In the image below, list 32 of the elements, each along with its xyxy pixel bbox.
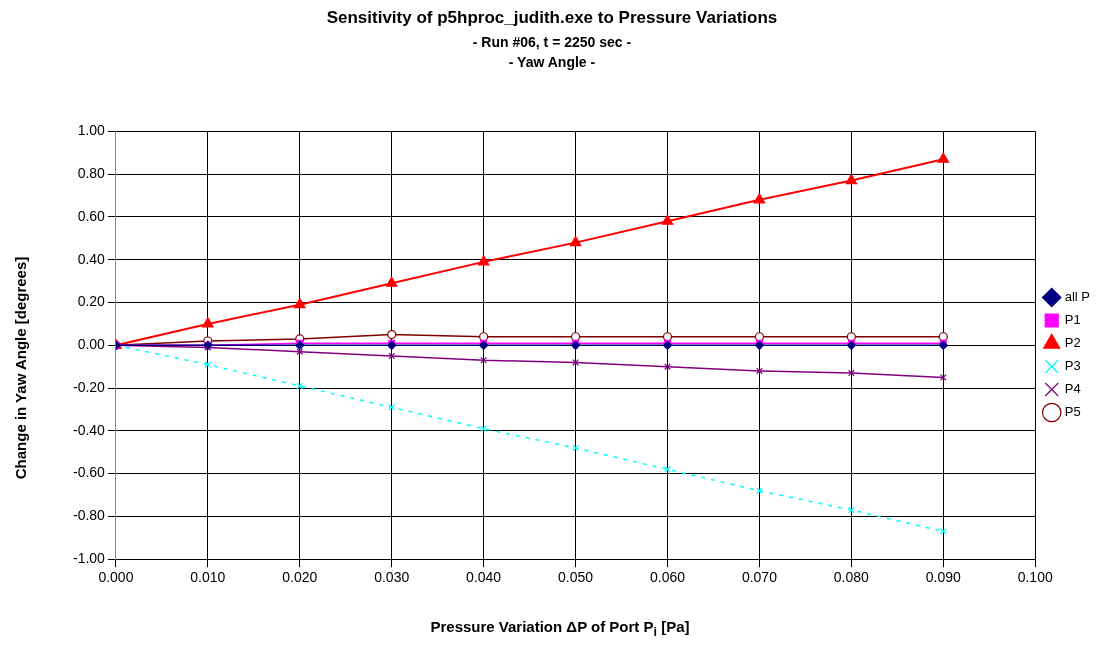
x-tick-label: 0.010 <box>190 569 226 586</box>
legend-label: P1 <box>1064 312 1081 328</box>
legend-label: all P <box>1064 289 1091 305</box>
x-tick-label: 0.040 <box>466 569 502 586</box>
y-tick-label: -1.00 <box>72 550 106 567</box>
y-tick-label: -0.40 <box>72 421 106 438</box>
y-tick-label: 0.00 <box>77 336 106 353</box>
x-tick-label: 0.020 <box>282 569 318 586</box>
y-tick-label: 1.00 <box>77 122 106 139</box>
x-axis-title: Pressure Variation ΔP of Port P$_{i}$ [Pa] <box>429 618 691 639</box>
x-tick-label: 0.030 <box>374 569 410 586</box>
legend-label: P2 <box>1064 335 1081 351</box>
x-tick-label: 0.080 <box>833 569 870 586</box>
legend-label: P5 <box>1064 404 1081 420</box>
y-tick-label: -0.60 <box>72 464 106 481</box>
legend-label: P4 <box>1064 381 1081 397</box>
legend-label: P3 <box>1064 358 1081 374</box>
x-tick-label: 0.060 <box>649 569 686 586</box>
y-tick-label: 0.80 <box>77 165 106 182</box>
x-tick-label: 0.000 <box>98 569 134 586</box>
y-tick-label: 0.20 <box>77 293 106 310</box>
y-axis-title: Change in Yaw Angle [degrees] <box>11 256 29 480</box>
y-tick-label: -0.80 <box>72 507 106 524</box>
x-tick-label: 0.100 <box>1017 569 1053 586</box>
y-tick-label: -0.20 <box>72 378 106 395</box>
chart-title: Sensitivity of p5hproc_judith.exe to Pressure Variations <box>325 8 779 28</box>
x-tick-label: 0.090 <box>925 569 962 586</box>
y-tick-label: 0.60 <box>77 207 106 224</box>
x-tick-label: 0.050 <box>558 569 594 586</box>
chart-subtitle: - Run #06, t = 2250 sec - - Yaw Angle - <box>471 33 633 72</box>
x-tick-label: 0.070 <box>741 569 778 586</box>
y-tick-label: 0.40 <box>77 250 106 267</box>
